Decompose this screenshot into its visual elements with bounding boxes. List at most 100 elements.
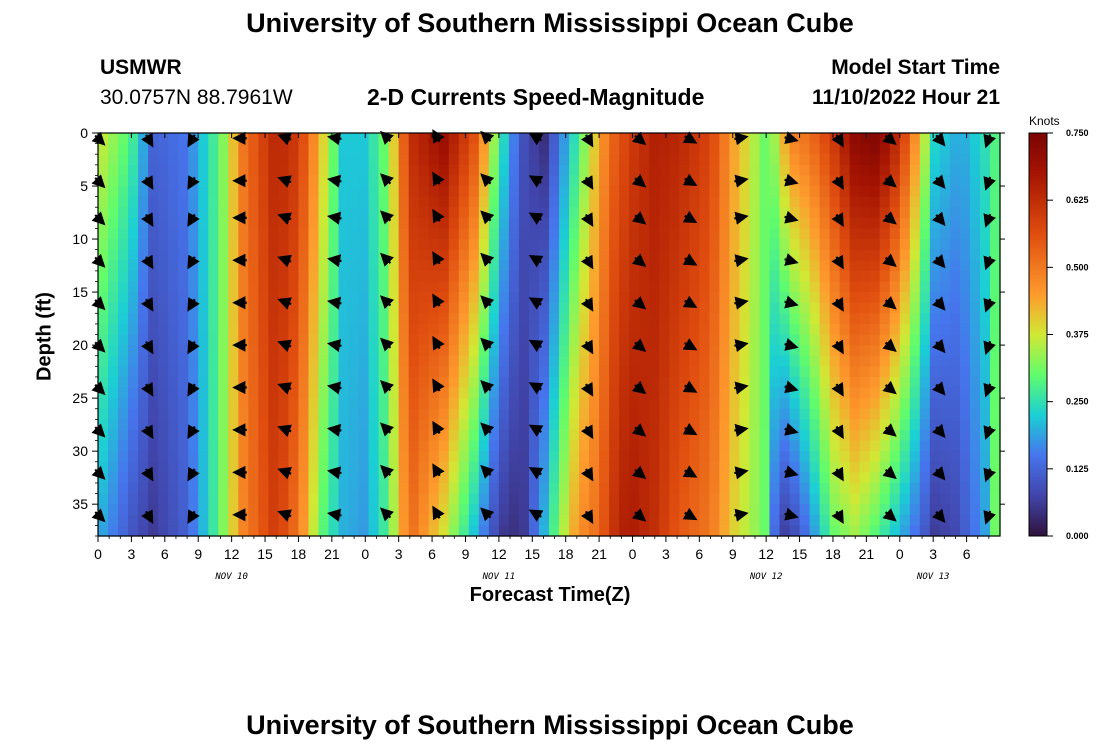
- heatmap-cell: [609, 345, 620, 357]
- heatmap-cell: [549, 461, 560, 473]
- heatmap-cell: [569, 133, 580, 145]
- heatmap-cell: [879, 472, 891, 484]
- heatmap-cell: [899, 451, 911, 463]
- heatmap-cell: [538, 175, 550, 187]
- heatmap-cell: [549, 133, 560, 145]
- heatmap-cell: [899, 525, 911, 537]
- heatmap-cell: [819, 334, 831, 346]
- heatmap-cell: [118, 281, 129, 293]
- heatmap-cell: [168, 154, 179, 166]
- heatmap-cell: [559, 323, 570, 336]
- heatmap-cell: [418, 419, 430, 431]
- heatmap-cell: [959, 143, 971, 155]
- heatmap-cell: [468, 196, 480, 208]
- heatmap-cell: [458, 408, 470, 420]
- heatmap-cell: [989, 482, 1001, 495]
- heatmap-cell: [348, 398, 360, 410]
- heatmap-cell: [388, 249, 400, 261]
- heatmap-cell: [328, 217, 340, 230]
- heatmap-cell: [198, 366, 209, 378]
- colorbar-tick-label: 0.750: [1066, 128, 1089, 138]
- heatmap-cell: [368, 217, 380, 230]
- heatmap-cell: [709, 313, 720, 325]
- heatmap-cell: [108, 133, 119, 145]
- heatmap-cell: [188, 472, 199, 484]
- heatmap-cell: [288, 175, 300, 187]
- heatmap-cell: [639, 270, 650, 283]
- heatmap-cell: [308, 239, 320, 251]
- heatmap-cell: [198, 419, 209, 431]
- heatmap-cell: [358, 323, 370, 336]
- heatmap-cell: [609, 281, 620, 293]
- heatmap-cell: [839, 164, 851, 177]
- heatmap-cell: [218, 207, 229, 219]
- heatmap-cell: [679, 493, 690, 505]
- heatmap-cell: [619, 514, 630, 526]
- heatmap-cell: [989, 472, 1001, 484]
- heatmap-cell: [959, 207, 971, 219]
- heatmap-cell: [679, 387, 690, 399]
- heatmap-cell: [388, 175, 400, 187]
- heatmap-cell: [238, 482, 249, 495]
- heatmap-cell: [889, 398, 901, 410]
- heatmap-cell: [549, 186, 560, 198]
- heatmap-cell: [508, 408, 520, 420]
- heatmap-cell: [589, 376, 600, 389]
- heatmap-cell: [508, 334, 520, 346]
- heatmap-cell: [348, 260, 360, 272]
- footer-title: University of Southern Mississippi Ocean…: [246, 710, 854, 740]
- heatmap-cell: [208, 387, 219, 399]
- heatmap-cell: [198, 440, 209, 452]
- heatmap-cell: [709, 133, 720, 145]
- current-vector-arrow: [784, 338, 799, 351]
- heatmap-cell: [719, 292, 730, 304]
- current-vector-arrow: [682, 465, 698, 478]
- heatmap-cell: [478, 493, 490, 505]
- heatmap-cell: [178, 429, 189, 442]
- heatmap-cell: [729, 440, 741, 452]
- current-vector-arrow: [528, 509, 544, 522]
- current-vector-arrow: [327, 508, 342, 522]
- heatmap-cell: [168, 334, 179, 346]
- heatmap-cell: [468, 504, 480, 516]
- heatmap-cell: [438, 323, 450, 336]
- heatmap-cell: [629, 196, 640, 208]
- heatmap-cell: [148, 260, 159, 272]
- heatmap-cell: [218, 260, 229, 272]
- heatmap-cell: [959, 504, 971, 516]
- heatmap-cell: [248, 313, 259, 325]
- heatmap-cell: [869, 313, 881, 325]
- heatmap-cell: [799, 355, 811, 367]
- current-vector-arrow: [882, 131, 897, 146]
- heatmap-cell: [979, 239, 991, 251]
- heatmap-cell: [458, 429, 470, 442]
- heatmap-cell: [569, 451, 580, 463]
- colorbar-gradient: [1028, 132, 1048, 537]
- heatmap-cell: [749, 154, 761, 166]
- heatmap-cell: [408, 207, 420, 219]
- heatmap-cell: [549, 239, 560, 251]
- heatmap-cell: [438, 260, 450, 272]
- heatmap-cell: [929, 186, 941, 198]
- heatmap-cell: [408, 504, 420, 516]
- heatmap-cell: [789, 196, 801, 208]
- heatmap-cell: [398, 239, 410, 251]
- heatmap-cell: [488, 398, 500, 410]
- heatmap-cell: [468, 440, 480, 452]
- heatmap-cell: [428, 217, 440, 230]
- heatmap-cell: [128, 440, 139, 452]
- heatmap-cell: [258, 260, 269, 272]
- heatmap-cell: [569, 419, 580, 431]
- heatmap-cell: [98, 164, 109, 177]
- heatmap-cell: [809, 398, 821, 410]
- heatmap-cell: [238, 355, 249, 367]
- heatmap-cell: [188, 429, 199, 442]
- heatmap-cell: [819, 440, 831, 452]
- heatmap-cell: [709, 504, 720, 516]
- heatmap-cell: [218, 292, 229, 304]
- heatmap-cell: [979, 323, 991, 336]
- heatmap-cell: [238, 451, 249, 463]
- heatmap-cell: [228, 376, 239, 389]
- heatmap-cell: [939, 207, 951, 219]
- heatmap-cell: [408, 376, 420, 389]
